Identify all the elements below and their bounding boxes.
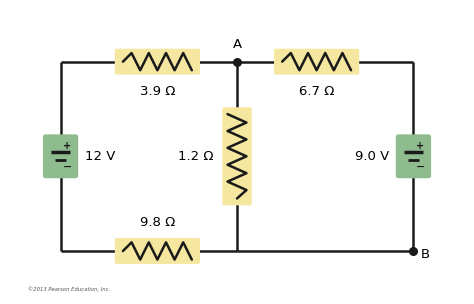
Text: A: A: [232, 38, 242, 51]
Text: ©2013 Pearson Education, Inc.: ©2013 Pearson Education, Inc.: [28, 286, 110, 292]
FancyBboxPatch shape: [396, 134, 431, 178]
Text: 3.9 Ω: 3.9 Ω: [140, 85, 175, 98]
Text: +: +: [63, 141, 71, 151]
Text: −: −: [63, 162, 72, 172]
FancyBboxPatch shape: [115, 49, 200, 74]
Text: 9.0 V: 9.0 V: [355, 150, 389, 163]
Text: B: B: [421, 248, 430, 261]
Text: 6.7 Ω: 6.7 Ω: [299, 85, 334, 98]
FancyBboxPatch shape: [274, 49, 359, 74]
FancyBboxPatch shape: [115, 238, 200, 264]
Text: −: −: [415, 162, 425, 172]
Text: 9.8 Ω: 9.8 Ω: [140, 216, 175, 229]
Text: 12 V: 12 V: [85, 150, 116, 163]
Text: +: +: [416, 141, 424, 151]
Text: 1.2 Ω: 1.2 Ω: [178, 150, 213, 163]
FancyBboxPatch shape: [222, 107, 252, 206]
FancyBboxPatch shape: [43, 134, 78, 178]
